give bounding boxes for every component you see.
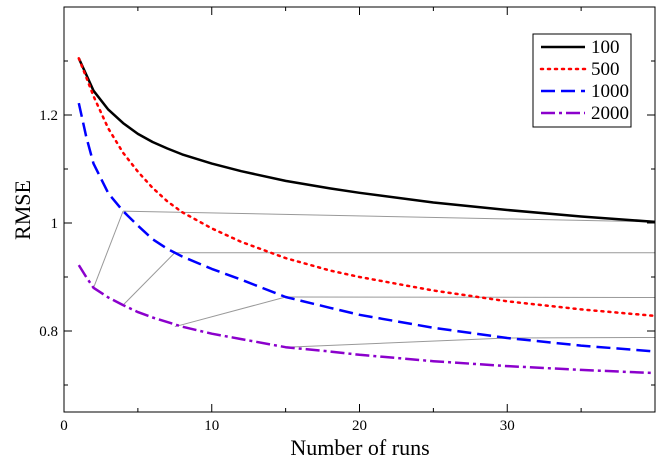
y-tick-label: 1.2 bbox=[39, 108, 58, 124]
x-tick-label: 10 bbox=[204, 418, 219, 434]
series-line-500 bbox=[77, 57, 657, 318]
series-line-1000 bbox=[77, 102, 656, 353]
connector-line bbox=[285, 337, 508, 348]
connector-line bbox=[122, 252, 176, 306]
y-axis: 0.8 1 1.2 bbox=[39, 60, 655, 386]
x-tick-label: 20 bbox=[352, 418, 367, 434]
x-tick-label: 0 bbox=[60, 418, 68, 434]
connector-line bbox=[507, 336, 656, 339]
legend-box bbox=[532, 33, 632, 128]
y-axis-title: RMSE bbox=[10, 180, 35, 240]
legend-label: 1000 bbox=[591, 81, 629, 102]
connector-line bbox=[123, 210, 656, 223]
connector-line bbox=[93, 210, 124, 288]
connector-lines bbox=[93, 210, 656, 348]
connector-line bbox=[174, 296, 286, 328]
y-tick-label: 0.8 bbox=[39, 324, 58, 340]
y-tick-label: 1 bbox=[51, 216, 59, 232]
x-axis: 0 10 20 30 bbox=[60, 7, 582, 434]
legend-label: 500 bbox=[591, 59, 620, 80]
connector-line bbox=[285, 296, 656, 299]
series-line-2000 bbox=[77, 264, 656, 375]
series-line-100 bbox=[77, 57, 656, 224]
legend-label: 2000 bbox=[591, 103, 629, 124]
x-tick-label: 30 bbox=[500, 418, 515, 434]
series-lines bbox=[77, 57, 657, 375]
x-axis-title: Number of runs bbox=[290, 435, 429, 460]
legend-label: 100 bbox=[591, 37, 620, 58]
